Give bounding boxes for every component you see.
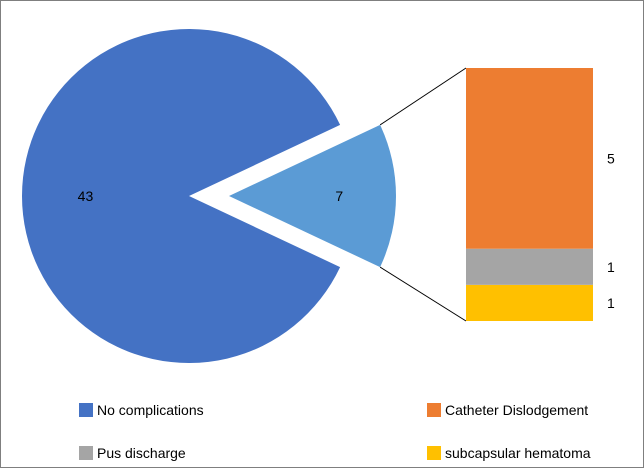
pie-label-complications: 7 (335, 188, 343, 204)
pie-group (21, 29, 396, 364)
pie-label-no-complications: 43 (78, 188, 94, 204)
pie-slice-complications (229, 124, 396, 268)
connector-line-bottom (379, 266, 467, 322)
legend-swatch-subcapsular-hematoma (427, 446, 441, 460)
bar-label-subcapsular-hematoma: 1 (607, 295, 615, 311)
legend-label-pus-discharge: Pus discharge (97, 445, 186, 461)
legend: No complications Catheter Dislodgement Pus… (79, 402, 591, 461)
bar-segment-catheter-dislodgement (466, 68, 593, 249)
legend-label-catheter-dislodgement: Catheter Dislodgement (445, 402, 588, 418)
bar-label-pus-discharge: 1 (607, 259, 615, 275)
connector-line-top (379, 67, 467, 126)
legend-swatch-catheter-dislodgement (427, 403, 441, 417)
connector-lines (379, 67, 467, 322)
bar-segment-subcapsular-hematoma (466, 284, 593, 321)
legend-label-subcapsular-hematoma: subcapsular hematoma (445, 445, 591, 461)
stacked-bar-group (466, 68, 593, 321)
data-labels: 43 7 1 1 5 (78, 150, 615, 311)
bar-segment-pus-discharge (466, 248, 593, 285)
legend-swatch-pus-discharge (79, 446, 93, 460)
legend-swatch-no-complications (79, 403, 93, 417)
bar-label-catheter-dislodgement: 5 (607, 150, 615, 166)
legend-label-no-complications: No complications (97, 402, 204, 418)
pie-slice-no-complications (21, 29, 341, 364)
